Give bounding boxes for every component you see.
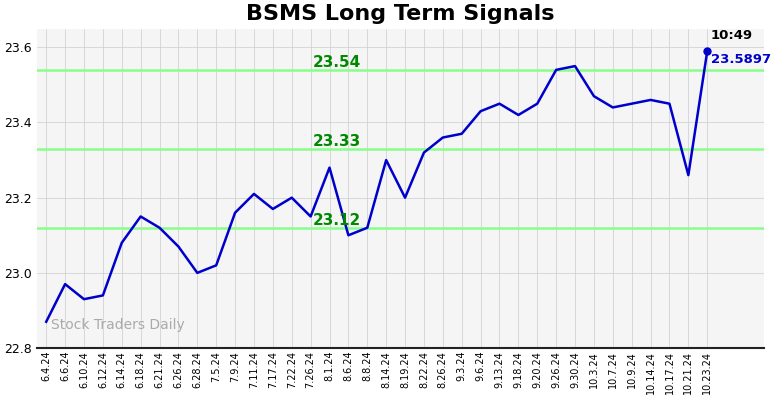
- Text: 23.54: 23.54: [313, 55, 361, 70]
- Text: 23.5897: 23.5897: [711, 53, 771, 66]
- Text: Stock Traders Daily: Stock Traders Daily: [51, 318, 185, 332]
- Title: BSMS Long Term Signals: BSMS Long Term Signals: [246, 4, 554, 24]
- Text: 23.33: 23.33: [313, 134, 361, 149]
- Text: 10:49: 10:49: [711, 29, 753, 42]
- Text: 23.12: 23.12: [313, 213, 361, 228]
